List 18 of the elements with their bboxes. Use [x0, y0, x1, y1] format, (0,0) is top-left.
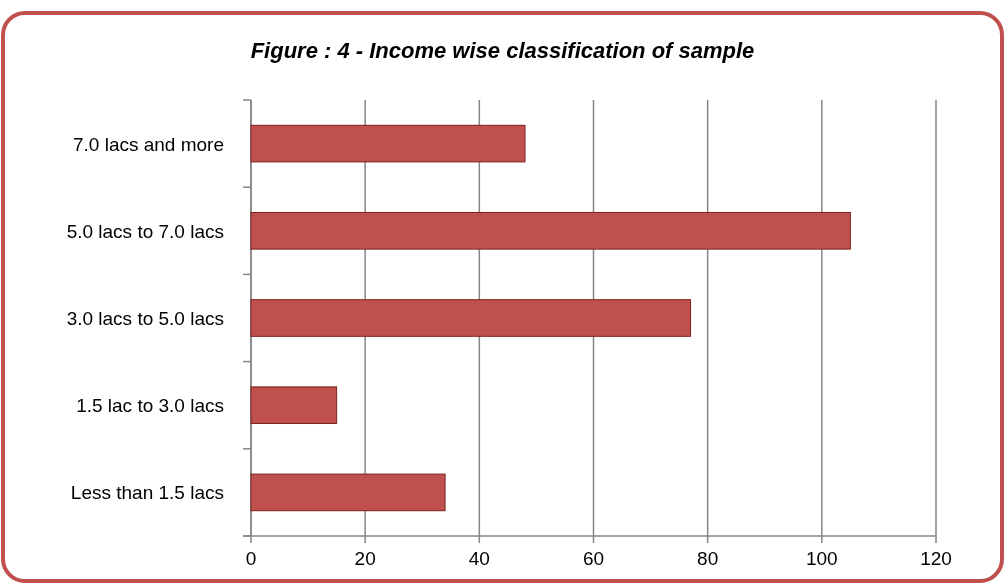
x-tick-label: 80: [697, 548, 719, 569]
y-tick-label: 3.0 lacs to 5.0 lacs: [66, 308, 224, 329]
x-tick-label: 40: [468, 548, 490, 569]
x-tick-label: 20: [354, 548, 376, 569]
y-tick-label: 1.5 lac to 3.0 lacs: [76, 395, 224, 417]
bar: [250, 299, 692, 337]
bar: [250, 211, 851, 250]
x-tick-label: 60: [582, 548, 605, 569]
bar: [250, 473, 446, 512]
y-tick-label: 5.0 lacs to 7.0 lacs: [66, 220, 224, 242]
y-tick-label: 7.0 lacs and more: [72, 133, 224, 155]
chart-title: Figure : 4 - Income wise classification of sample: [250, 38, 755, 63]
x-tick-label: 100: [805, 548, 838, 569]
x-tick-label: 0: [245, 548, 257, 569]
x-tick-label: 120: [920, 548, 952, 569]
bar: [250, 124, 526, 163]
y-tick-label: Less than 1.5 lacs: [70, 482, 224, 504]
bar: [250, 386, 338, 425]
